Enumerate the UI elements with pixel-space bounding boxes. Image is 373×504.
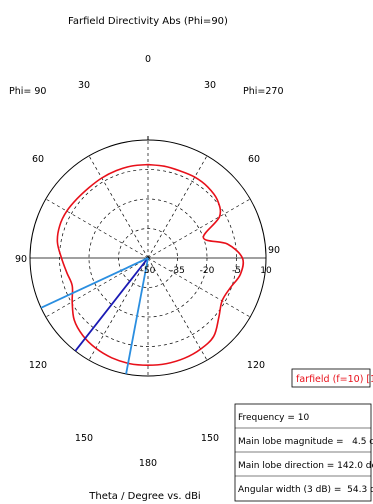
radial-tick-labels: -50 -35 -20 -5 10 — [141, 266, 272, 276]
series-layer — [56, 163, 245, 367]
angle-label-0: 0 — [145, 54, 151, 65]
x-axis-label: Theta / Degree vs. dBi — [88, 491, 200, 502]
angle-label-120-right: 120 — [247, 360, 265, 371]
series-0-pattern-curve — [56, 163, 245, 367]
angle-label-150-right: 150 — [201, 433, 219, 444]
grid-spoke-210 — [88, 257, 149, 361]
marker-line-2 — [125, 257, 149, 375]
phi-left-label: Phi= 90 — [9, 86, 46, 97]
radial-tick-4: 10 — [260, 266, 272, 276]
chart-title: Farfield Directivity Abs (Phi=90) — [68, 16, 228, 27]
angle-label-180: 180 — [139, 458, 157, 469]
info-box — [234, 403, 372, 502]
polar-grid — [29, 136, 267, 377]
angle-label-120-left: 120 — [29, 360, 47, 371]
grid-spoke-150 — [147, 257, 208, 361]
info-angular-width: Angular width (3 dB) = 54.3 deg. — [238, 485, 373, 495]
grid-spoke-330 — [88, 155, 149, 259]
grid-spoke-60 — [147, 198, 251, 259]
angle-label-90-left: 90 — [15, 254, 27, 265]
angle-label-90-right: 90 — [268, 245, 280, 256]
legend-box — [291, 368, 371, 388]
marker-line-0 — [74, 257, 149, 352]
grid-spoke-300 — [45, 198, 149, 259]
angle-label-60-right: 60 — [248, 154, 260, 165]
info-main-lobe-magnitude: Main lobe magnitude = 4.5 dBi — [238, 437, 373, 447]
marker-layer — [40, 257, 149, 375]
radial-tick-3: -5 — [232, 266, 241, 276]
angle-label-60-left: 60 — [32, 154, 44, 165]
angle-label-150-left: 150 — [75, 433, 93, 444]
angle-label-30-left: 30 — [78, 80, 90, 91]
marker-line-1 — [40, 257, 149, 309]
legend-label: farfield (f=10) [1] — [296, 374, 373, 385]
angle-label-30-right: 30 — [204, 80, 216, 91]
grid-spoke-30 — [147, 155, 208, 259]
info-frequency: Frequency = 10 — [238, 413, 309, 423]
radial-tick-2: -20 — [200, 266, 215, 276]
grid-spoke-240 — [45, 257, 149, 318]
grid-spoke-120 — [147, 257, 251, 318]
info-main-lobe-direction: Main lobe direction = 142.0 deg. — [238, 461, 373, 471]
phi-right-label: Phi=270 — [243, 86, 283, 97]
radial-tick-0: -50 — [141, 266, 156, 276]
radial-tick-1: -35 — [170, 266, 185, 276]
